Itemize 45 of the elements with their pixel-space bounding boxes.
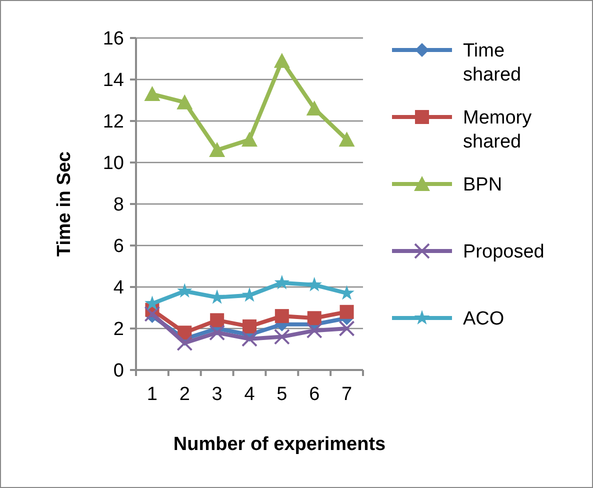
point: [274, 274, 290, 290]
x-axis-title: Number of experiments: [173, 434, 386, 455]
x-tick-label: 2: [179, 384, 190, 405]
point: [242, 132, 258, 147]
legend-label: BPN: [463, 174, 502, 196]
legend-label: Time shared: [463, 40, 522, 86]
point: [340, 304, 354, 319]
x-tick-label: 7: [341, 384, 352, 405]
y-tick-label: 8: [113, 194, 124, 216]
point: [209, 324, 226, 341]
point: [306, 276, 322, 292]
y-tick-label: 6: [113, 236, 124, 258]
y-tick-label: 14: [102, 70, 124, 92]
legend-label: Proposed: [463, 242, 544, 263]
y-tick-label: 12: [102, 112, 124, 133]
point: [210, 313, 224, 328]
legend-label: Memory shared: [463, 108, 532, 152]
x-tick-label: 5: [276, 384, 288, 405]
point: [274, 309, 289, 324]
point: [306, 100, 322, 116]
point: [176, 335, 193, 352]
y-axis-title: Time in Sec: [54, 150, 75, 257]
point: [209, 142, 226, 158]
x-tick-label: 3: [212, 384, 222, 405]
point: [144, 86, 160, 102]
x-tick-label: 6: [309, 384, 320, 405]
y-tick-label: 4: [113, 278, 124, 299]
x-tick-label: 4: [244, 384, 256, 405]
point: [274, 328, 290, 345]
point: [177, 283, 192, 298]
x-tick-label: 1: [146, 384, 158, 405]
point: [338, 132, 355, 147]
point: [338, 320, 355, 336]
y-tick-label: 2: [113, 319, 124, 340]
point: [242, 330, 258, 347]
point: [176, 94, 193, 110]
point: [307, 311, 322, 326]
y-tick-label: 0: [113, 360, 124, 382]
legend-label: ACO: [463, 308, 504, 330]
y-tick-label: 16: [102, 28, 124, 50]
y-tick-label: 10: [102, 153, 124, 174]
point: [144, 306, 160, 322]
point: [306, 322, 322, 339]
point: [242, 319, 256, 334]
point: [274, 52, 290, 68]
